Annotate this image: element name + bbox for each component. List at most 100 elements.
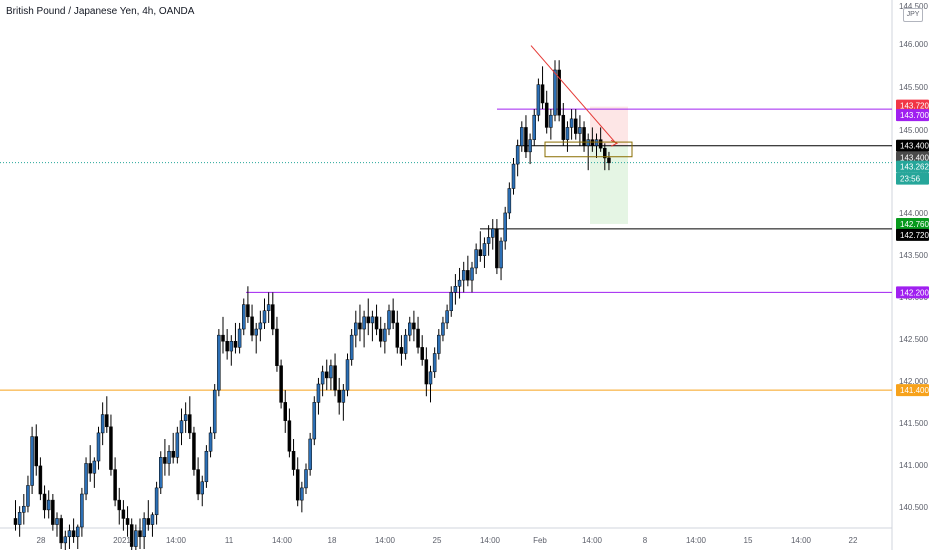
badge-stop-bg bbox=[896, 99, 929, 112]
candle bbox=[295, 457, 300, 507]
candle-body bbox=[175, 432, 180, 458]
candle-body bbox=[590, 139, 595, 146]
candle bbox=[503, 206, 507, 250]
candle bbox=[424, 347, 429, 397]
candle bbox=[237, 322, 242, 354]
badge-141-400: 141.400 bbox=[896, 384, 929, 397]
candle-body bbox=[109, 426, 113, 470]
candle-body bbox=[13, 518, 18, 525]
candle-body bbox=[237, 328, 242, 348]
candle-body bbox=[42, 493, 47, 511]
candle bbox=[100, 402, 105, 446]
candle bbox=[217, 329, 221, 397]
time-tick-label: 18 bbox=[328, 536, 337, 545]
time-tick-label: 14:00 bbox=[582, 536, 603, 545]
badge-142-720: 142.720 bbox=[896, 228, 929, 241]
candle-body bbox=[457, 279, 462, 287]
badge-stop-text: 143.720 bbox=[900, 102, 929, 111]
candle bbox=[92, 457, 97, 488]
candle-body bbox=[17, 512, 22, 525]
badge-current-bg bbox=[896, 160, 929, 173]
candle bbox=[46, 490, 51, 519]
candle bbox=[275, 316, 279, 372]
candle-body bbox=[341, 389, 346, 403]
candle bbox=[383, 322, 387, 354]
price-badges: 144.800143.720143.700143.400143.400143.2… bbox=[896, 99, 929, 397]
candle-body bbox=[221, 334, 225, 342]
candle bbox=[117, 487, 121, 525]
candle bbox=[341, 384, 346, 421]
candle-body bbox=[171, 450, 175, 458]
candle bbox=[192, 426, 196, 476]
candle bbox=[188, 396, 192, 440]
candle-body bbox=[71, 530, 76, 538]
candle-body bbox=[511, 163, 516, 189]
candle bbox=[325, 359, 329, 391]
candle-body bbox=[520, 127, 524, 146]
candle bbox=[524, 115, 528, 158]
badge-stop: 143.720 bbox=[896, 99, 929, 112]
time-tick-label: 25 bbox=[433, 536, 442, 545]
candle-body bbox=[412, 322, 416, 330]
candle-body bbox=[374, 316, 379, 330]
candle bbox=[250, 304, 254, 342]
badge-141-400-text: 141.400 bbox=[900, 386, 929, 395]
currency-label[interactable]: JPY bbox=[903, 8, 923, 22]
candle-body bbox=[55, 518, 59, 525]
candle bbox=[466, 255, 470, 287]
badge-target-bg bbox=[896, 217, 929, 230]
candle bbox=[146, 500, 151, 531]
candle bbox=[544, 90, 549, 134]
candle-body bbox=[275, 328, 279, 366]
candle bbox=[59, 514, 63, 549]
badge-143-700-text: 143.700 bbox=[900, 111, 929, 120]
candle-body bbox=[461, 270, 466, 281]
candle bbox=[598, 127, 603, 152]
badge-entry-bg bbox=[896, 139, 929, 152]
candle-body bbox=[607, 157, 611, 164]
candle bbox=[96, 426, 101, 470]
candle-body bbox=[320, 371, 325, 385]
time-axis[interactable]: 28 2021 14:00 11 14:00 18 14:00 25 14:00 Feb 14:00… bbox=[37, 536, 858, 545]
candle-body bbox=[183, 414, 188, 421]
candle-body bbox=[594, 139, 599, 146]
candles bbox=[13, 60, 611, 550]
candle bbox=[366, 298, 370, 336]
candle-body bbox=[96, 432, 101, 462]
candle-body bbox=[362, 316, 366, 330]
candle bbox=[154, 481, 159, 525]
candle-body bbox=[416, 328, 420, 348]
candle-body bbox=[420, 347, 424, 360]
candle bbox=[300, 481, 304, 513]
candle bbox=[590, 127, 595, 152]
candle-body bbox=[383, 328, 387, 342]
candle bbox=[370, 310, 375, 342]
candle-body bbox=[603, 147, 607, 159]
candle-body bbox=[283, 402, 287, 421]
candle-body bbox=[370, 316, 375, 324]
candle-body bbox=[586, 139, 590, 146]
candle-body bbox=[196, 469, 200, 495]
candle-body bbox=[378, 328, 383, 342]
candle-body bbox=[142, 518, 146, 538]
candle bbox=[449, 286, 453, 317]
candle bbox=[88, 445, 92, 482]
candle-body bbox=[428, 371, 433, 385]
candle-body bbox=[146, 518, 151, 525]
candle-body bbox=[549, 114, 553, 128]
candle bbox=[316, 377, 321, 415]
candle bbox=[403, 329, 408, 360]
candle bbox=[495, 219, 499, 275]
candle bbox=[528, 133, 532, 165]
candle bbox=[262, 298, 267, 330]
candle bbox=[486, 225, 491, 256]
candle-body bbox=[279, 365, 283, 403]
candle-body bbox=[569, 118, 574, 128]
candle-body bbox=[395, 322, 400, 348]
candle-body bbox=[80, 493, 84, 528]
candle bbox=[291, 439, 296, 476]
candle bbox=[304, 463, 308, 495]
candle-body bbox=[242, 304, 246, 330]
